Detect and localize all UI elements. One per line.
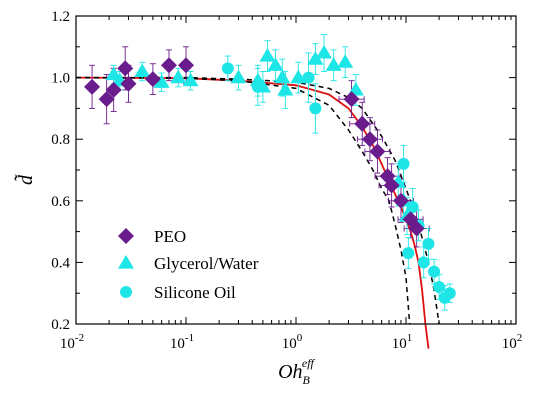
circle-marker (417, 256, 430, 269)
circle-marker (422, 237, 435, 250)
x-tick-label: 102 (502, 332, 523, 352)
diamond-marker (383, 177, 400, 194)
y-tick-label: 0.4 (51, 255, 70, 271)
y-tick-label: 1.0 (51, 71, 70, 87)
diamond-marker (160, 57, 177, 74)
diamond-marker (369, 143, 386, 160)
diamond-marker (178, 57, 194, 74)
x-axis-title-sub: B (303, 373, 311, 387)
triangle-marker (182, 72, 199, 87)
x-tick-label: 10-1 (170, 332, 194, 352)
diamond-marker (408, 220, 425, 237)
triangle-marker (290, 69, 307, 84)
diamond-marker (98, 91, 115, 108)
triangle-marker (307, 51, 324, 65)
diamond-marker (117, 60, 134, 77)
model-curve-dashed (76, 76, 440, 325)
triangle-marker (316, 44, 333, 59)
triangle-marker (337, 54, 354, 68)
y-axis-title: d̃ (13, 174, 37, 185)
triangle-marker (230, 69, 247, 84)
circle-marker (433, 281, 446, 294)
legend: PEO Glycerol/Water Silicone Oil (118, 227, 259, 302)
legend-diamond-swatch (118, 228, 134, 244)
plot-frame (75, 15, 517, 325)
legend-label: Silicone Oil (154, 283, 236, 302)
diamond-marker (84, 78, 101, 95)
x-axis-title-sup: eff (302, 356, 316, 370)
diamond-marker (105, 81, 122, 98)
circle-marker (309, 102, 322, 115)
y-tick-label: 0.2 (51, 317, 70, 333)
circle-marker (397, 157, 410, 170)
circle-marker (443, 287, 456, 300)
triangle-marker (325, 57, 342, 71)
y-tick-label: 0.6 (51, 194, 70, 210)
model-curve-solid (76, 76, 430, 349)
diamond-marker (120, 75, 137, 92)
x-tick-label: 101 (392, 332, 413, 352)
x-axis-title-main: Oh (278, 361, 302, 383)
triangle-marker (153, 74, 170, 88)
triangle-marker (134, 63, 151, 78)
y-tick-label: 1.2 (51, 9, 70, 25)
diamond-marker (354, 115, 371, 132)
diamond-marker (144, 71, 161, 88)
diamond-marker (361, 131, 378, 148)
circle-marker (428, 265, 441, 278)
data-markers (84, 44, 456, 304)
triangle-marker (170, 69, 187, 84)
triangle-marker (267, 57, 284, 71)
diamond-marker (343, 91, 360, 108)
diamond-marker (392, 192, 409, 209)
legend-triangle-swatch (118, 255, 134, 269)
triangle-marker (259, 48, 276, 62)
x-tick-label: 10-2 (60, 332, 84, 352)
circle-marker (402, 247, 415, 260)
legend-circle-swatch (120, 286, 132, 298)
triangle-marker (274, 69, 291, 84)
x-axis-title: OhBeff (278, 356, 315, 387)
axes: 10-2 10-1 100 101 102 0.2 0.4 0.6 0.8 1.0 1.2 (51, 9, 522, 352)
x-tick-label: 100 (282, 332, 303, 352)
legend-label: PEO (154, 227, 186, 246)
triangle-marker (277, 81, 294, 96)
triangle-marker (254, 78, 271, 93)
legend-label: Glycerol/Water (154, 254, 259, 273)
model-curves (76, 76, 440, 349)
circle-marker (221, 62, 234, 75)
circle-marker (302, 71, 315, 84)
y-tick-label: 0.8 (51, 132, 70, 148)
